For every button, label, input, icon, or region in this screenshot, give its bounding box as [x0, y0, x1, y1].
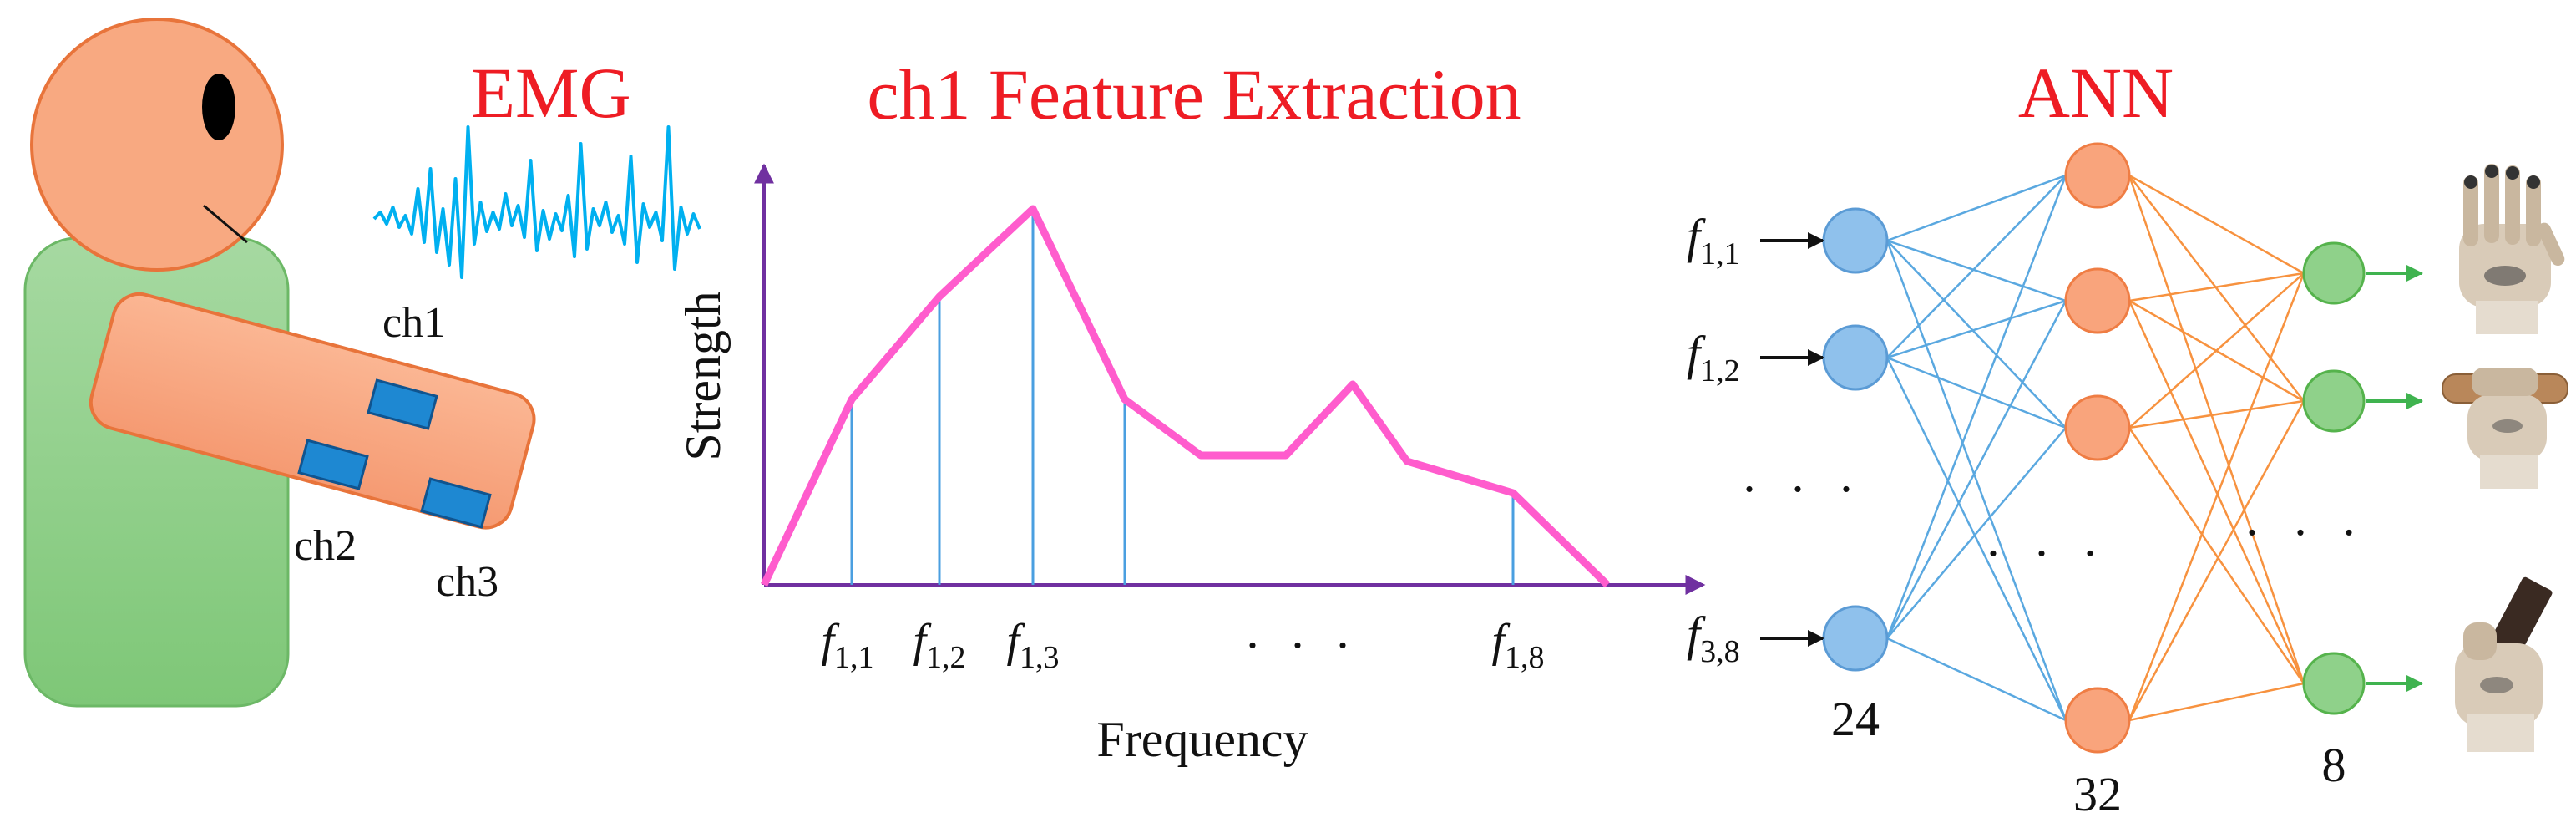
hidden-node-1 — [2064, 142, 2131, 209]
input-label-f12: f1,2 — [1687, 326, 1824, 389]
edge-h2-out0 — [2128, 272, 2305, 429]
input-node-2 — [1822, 324, 1889, 391]
edge-h0-out1 — [2128, 175, 2305, 402]
feature-tick-f11: f1,1 — [821, 615, 873, 675]
cylinder-grasp-icon — [2442, 368, 2568, 489]
electrode-ch3 — [420, 477, 492, 529]
input-label-f38: f3,8 — [1687, 607, 1824, 669]
emg-title: EMG — [471, 53, 630, 133]
edge-h2-out1 — [2128, 399, 2305, 429]
card-pinch-icon — [2455, 576, 2553, 752]
feature-title: ch1 Feature Extraction — [867, 54, 1521, 135]
output-layer-size: 8 — [2322, 738, 2346, 792]
edge-in1-h1 — [1886, 299, 2067, 359]
edge-in2-h3 — [1886, 637, 2067, 722]
edge-h1-out2 — [2128, 300, 2305, 684]
channel-label-ch2: ch2 — [294, 522, 357, 570]
edge-in2-h1 — [1885, 300, 2067, 639]
ann-nodes — [1822, 142, 2366, 754]
person-eye — [202, 74, 235, 140]
svg-text:f1,2: f1,2 — [1687, 326, 1740, 389]
person-arm — [89, 292, 536, 530]
person-head — [30, 18, 284, 272]
hidden-dots: . . . — [1987, 511, 2108, 566]
edge-in0-h3 — [1885, 240, 2067, 721]
input-dots: . . . — [1743, 447, 1865, 502]
input-node-1 — [1822, 207, 1889, 274]
edge-h2-out2 — [2128, 427, 2305, 684]
hidden-node-2 — [2064, 267, 2131, 334]
feature-plot — [754, 163, 1706, 595]
output-node-3 — [2302, 652, 2366, 715]
svg-text:f1,2: f1,2 — [913, 615, 965, 675]
output-node-2 — [2302, 369, 2366, 433]
edge-h3-out0 — [2128, 272, 2305, 721]
input-layer-size: 24 — [1831, 692, 1880, 746]
output-node-1 — [2302, 241, 2366, 305]
hidden-layer-size: 32 — [2073, 767, 2122, 821]
input-node-3 — [1822, 605, 1889, 672]
person-mouth — [203, 204, 248, 244]
spectrum-curve — [760, 205, 1611, 588]
ann-connections — [1885, 174, 2305, 722]
edge-in1-h3 — [1885, 357, 2067, 721]
edge-in1-h2 — [1886, 356, 2067, 429]
edge-in0-h2 — [1886, 240, 2067, 429]
emg-signal-waveform — [372, 125, 701, 279]
feature-tick-f13: f1,3 — [1006, 615, 1059, 675]
svg-text:f1,1: f1,1 — [821, 615, 873, 675]
channel-label-ch1: ch1 — [382, 299, 445, 347]
ann-title: ANN — [2018, 53, 2174, 133]
x-axis-label: Frequency — [1096, 712, 1308, 767]
open-hand-icon — [2459, 164, 2565, 334]
edge-h3-out2 — [2128, 682, 2305, 722]
edge-h1-out0 — [2128, 272, 2305, 302]
edge-in0-h0 — [1886, 174, 2067, 242]
svg-text:f1,8: f1,8 — [1491, 615, 1544, 675]
edge-in2-h2 — [1886, 427, 2067, 639]
y-axis-label: Strength — [676, 291, 731, 460]
hidden-node-4 — [2064, 687, 2131, 754]
feature-dots: . . . — [1247, 603, 1359, 658]
edge-h0-out2 — [2128, 175, 2305, 684]
svg-text:f1,1: f1,1 — [1687, 209, 1740, 272]
edge-in1-h0 — [1886, 175, 2067, 358]
channel-label-ch3: ch3 — [436, 558, 498, 606]
edge-h0-out0 — [2128, 174, 2305, 275]
output-dots: . . . — [2246, 490, 2367, 546]
feature-tick-f18: f1,8 — [1491, 615, 1544, 675]
feature-tick-f12: f1,2 — [913, 615, 965, 675]
edge-h3-out1 — [2128, 400, 2305, 721]
electrode-ch1 — [367, 378, 438, 430]
svg-text:f1,3: f1,3 — [1006, 615, 1059, 675]
svg-text:f3,8: f3,8 — [1687, 607, 1740, 669]
hidden-node-3 — [2064, 394, 2131, 461]
input-label-f11: f1,1 — [1687, 209, 1824, 272]
edge-in0-h1 — [1886, 239, 2067, 302]
person-figure — [23, 18, 536, 708]
electrode-ch2 — [297, 439, 369, 490]
edge-in2-h0 — [1885, 175, 2067, 639]
